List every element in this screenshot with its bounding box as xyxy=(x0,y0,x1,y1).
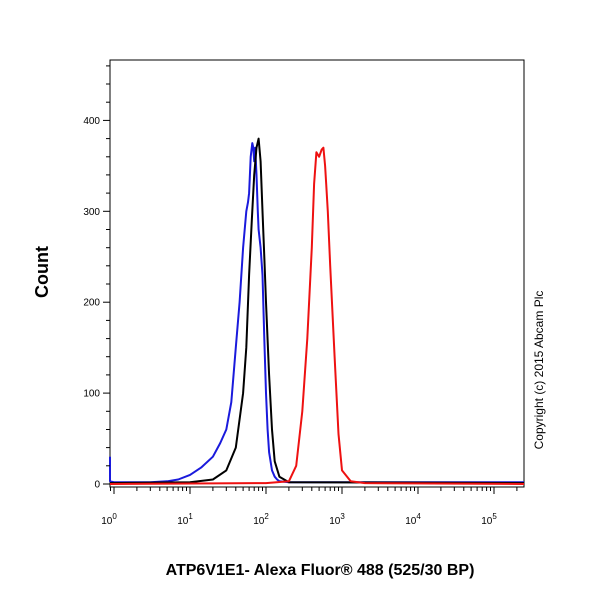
x-axis-title: ATP6V1E1- Alexa Fluor® 488 (525/30 BP) xyxy=(166,562,475,579)
y-tick-label: 300 xyxy=(83,207,100,218)
x-axis-ticks: 100 101 102 103 104 105 xyxy=(101,487,518,527)
x-tick-label: 100 xyxy=(101,512,117,527)
series-line-2 xyxy=(109,137,525,485)
x-tick-label: 101 xyxy=(177,512,193,527)
x-tick-label: 103 xyxy=(329,512,345,527)
x-tick-label: 104 xyxy=(405,512,421,527)
series-line-1 xyxy=(109,142,524,484)
copyright-annotation: Copyright (c) 2015 Abcam Plc xyxy=(532,291,546,450)
series-layer xyxy=(109,137,525,485)
plot-frame xyxy=(109,59,525,488)
y-axis-title: Count xyxy=(32,246,52,298)
x-tick-label: 102 xyxy=(253,512,269,527)
y-tick-label: 100 xyxy=(83,389,100,400)
x-tick-label: 105 xyxy=(481,512,497,527)
plot-area xyxy=(109,59,525,488)
y-axis-ticks: 0 100 200 300 400 xyxy=(83,65,110,491)
y-tick-label: 400 xyxy=(83,116,100,127)
y-tick-label: 200 xyxy=(83,298,100,309)
series-line-3 xyxy=(109,146,525,485)
y-tick-label: 0 xyxy=(94,480,100,491)
